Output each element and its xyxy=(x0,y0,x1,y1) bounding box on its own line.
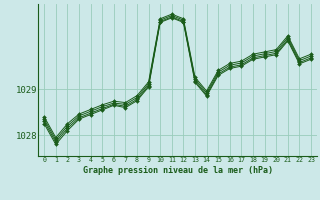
X-axis label: Graphe pression niveau de la mer (hPa): Graphe pression niveau de la mer (hPa) xyxy=(83,166,273,175)
